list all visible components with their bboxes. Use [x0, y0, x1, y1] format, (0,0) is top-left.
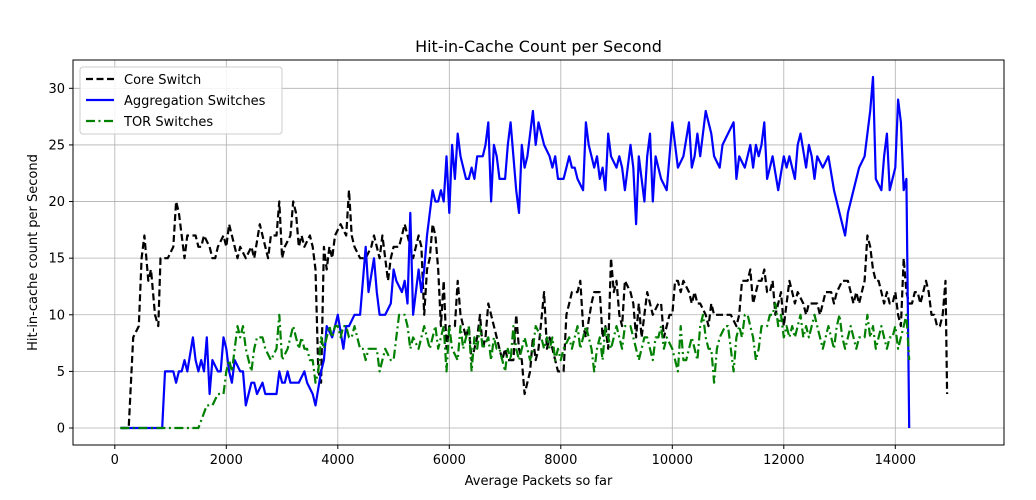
- plot-frame: [72, 59, 1005, 446]
- grid-lines: [73, 60, 1004, 445]
- legend: Core Switch Aggregation Switches TOR Switc…: [79, 66, 283, 135]
- y-tick-label: 10: [48, 308, 65, 323]
- x-axis-title: Average Packets so far: [465, 474, 613, 489]
- axis-ticks: 0 2000 4000 6000 8000 10000 12000 14000 0 5 10 15 20…: [48, 82, 916, 468]
- y-tick-label: 25: [48, 138, 65, 153]
- y-tick-label: 5: [57, 365, 65, 380]
- x-tick-label: 12000: [763, 453, 804, 468]
- legend-label-tor-switches: TOR Switches: [123, 115, 213, 130]
- x-tick-label: 6000: [433, 453, 466, 468]
- x-tick-label: 14000: [875, 453, 916, 468]
- y-tick-label: 15: [48, 252, 65, 267]
- x-tick-label: 2000: [210, 453, 243, 468]
- series-lines: [120, 75, 949, 430]
- chart-title: Hit-in-Cache Count per Second: [415, 37, 662, 56]
- legend-label-core-switch: Core Switch: [124, 73, 201, 88]
- y-tick-label: 30: [48, 82, 65, 97]
- x-tick-label: 8000: [544, 453, 577, 468]
- y-tick-label: 20: [48, 195, 65, 210]
- series-line-aggregation-switches: [120, 75, 911, 430]
- y-axis-title: Hit-in-cache count per Second: [26, 154, 41, 351]
- legend-box: [79, 66, 283, 135]
- series-line-tor-switches: [120, 302, 911, 430]
- x-tick-label: 0: [111, 453, 119, 468]
- legend-label-aggregation-switches: Aggregation Switches: [124, 94, 266, 109]
- y-tick-label: 0: [57, 422, 65, 437]
- x-tick-label: 4000: [321, 453, 354, 468]
- x-tick-label: 10000: [652, 453, 693, 468]
